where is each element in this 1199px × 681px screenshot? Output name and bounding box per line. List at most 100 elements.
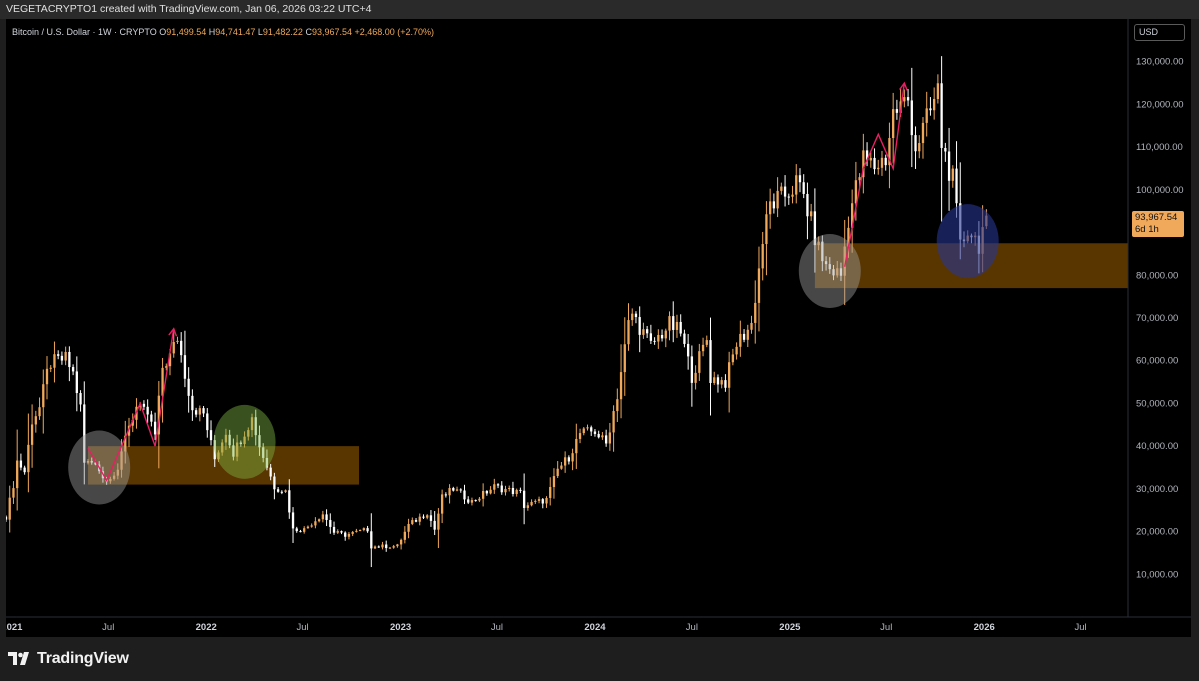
candle-body xyxy=(459,489,462,491)
candle-body xyxy=(176,340,179,343)
candle-body xyxy=(631,313,634,321)
candle-body xyxy=(191,395,194,411)
legend-high-label: H xyxy=(208,27,216,37)
candle-body xyxy=(351,531,354,534)
candle-body xyxy=(276,489,280,492)
candle-body xyxy=(329,519,332,527)
candle-body xyxy=(806,193,809,217)
candle-body xyxy=(291,512,295,529)
candle-body xyxy=(49,367,52,369)
y-tick-label: 120,000.00 xyxy=(1136,99,1184,110)
candle-body xyxy=(6,516,8,520)
candle-body xyxy=(638,317,641,335)
candle-body xyxy=(664,330,667,339)
candle-body xyxy=(616,399,619,412)
candle-body xyxy=(716,377,720,385)
candle-body xyxy=(295,528,298,532)
candle-body xyxy=(414,520,418,522)
currency-button[interactable]: USD xyxy=(1134,24,1185,41)
candle-body xyxy=(332,526,336,533)
candle-body xyxy=(571,453,574,462)
candle-body xyxy=(310,525,313,527)
candle-body xyxy=(180,340,183,356)
candle-body xyxy=(392,546,395,548)
candle-body xyxy=(567,457,571,462)
candle-body xyxy=(165,366,168,368)
candle-body xyxy=(627,320,630,345)
legend-close-label: C xyxy=(305,27,312,37)
chart-pane[interactable]: 10,000.00 20,000.00 30,000.00 40,000.00 50,0… xyxy=(6,19,1191,637)
candle-body xyxy=(940,83,943,148)
candle-body xyxy=(787,196,790,198)
price-chart[interactable]: 10,000.00 20,000.00 30,000.00 40,000.00 50,0… xyxy=(6,19,1191,637)
x-tick-label: 2025 xyxy=(779,622,801,633)
tradingview-logo[interactable]: TradingView xyxy=(8,649,129,669)
candle-body xyxy=(880,157,884,168)
candle-body xyxy=(795,175,798,195)
candle-body xyxy=(865,150,869,161)
legend-change: +2,468.00 (+2.70%) xyxy=(354,27,435,37)
candle-body xyxy=(172,342,175,354)
candle-body xyxy=(888,138,891,166)
candle-body xyxy=(373,546,377,549)
candle-body xyxy=(142,403,146,407)
candle-body xyxy=(925,108,928,123)
candle-body xyxy=(57,354,60,356)
candle-body xyxy=(206,413,209,431)
candle-body xyxy=(683,333,686,344)
candle-body xyxy=(936,83,940,99)
candle-body xyxy=(500,485,503,493)
candle-body xyxy=(109,478,112,482)
last-price: 93,967.54 xyxy=(1135,212,1178,223)
candle-body xyxy=(336,531,339,533)
candle-body xyxy=(895,109,899,113)
candle-body xyxy=(481,490,485,499)
candle-body xyxy=(161,367,164,396)
x-tick-label: Jul xyxy=(491,622,503,633)
candle-body xyxy=(325,514,328,520)
candle-body xyxy=(754,302,757,323)
candle-body xyxy=(232,445,235,457)
candle-body xyxy=(422,516,425,518)
y-tick-label: 100,000.00 xyxy=(1136,185,1184,196)
symbol-name[interactable]: Bitcoin / U.S. Dollar · 1W · CRYPTO xyxy=(12,27,157,37)
candle-body xyxy=(321,514,324,520)
support-zone xyxy=(88,446,360,485)
candle-body xyxy=(38,407,41,417)
candle-body xyxy=(347,533,351,537)
candle-body xyxy=(798,175,802,183)
candle-body xyxy=(239,442,242,445)
brand-name: TradingView xyxy=(37,650,129,667)
candle-body xyxy=(522,490,526,508)
candle-body xyxy=(556,468,559,477)
candle-body xyxy=(791,194,794,197)
candle-body xyxy=(750,322,753,330)
y-tick-label: 130,000.00 xyxy=(1136,57,1184,68)
candle-body xyxy=(228,434,231,446)
candle-body xyxy=(358,529,362,531)
candle-body xyxy=(698,351,701,373)
candle-body xyxy=(843,246,846,276)
candle-body xyxy=(306,526,310,529)
candle-body xyxy=(813,211,817,246)
candle-body xyxy=(511,487,515,494)
candle-body xyxy=(720,380,723,385)
candle-body xyxy=(79,393,82,405)
candle-body xyxy=(660,334,664,339)
candle-body xyxy=(768,201,772,215)
candle-body xyxy=(444,494,448,496)
candle-body xyxy=(280,491,283,493)
candle-body xyxy=(265,457,269,468)
candle-body xyxy=(377,546,380,548)
candle-body xyxy=(399,539,403,545)
candle-body xyxy=(623,344,626,373)
candle-body xyxy=(426,515,429,518)
candle-body xyxy=(836,268,839,276)
candle-body xyxy=(921,122,925,144)
candle-body xyxy=(8,497,11,520)
legend-high: 94,741.47 xyxy=(215,27,256,37)
candle-body xyxy=(407,523,410,532)
candle-body xyxy=(463,490,466,500)
candle-body xyxy=(314,521,317,526)
candle-body xyxy=(429,515,433,521)
